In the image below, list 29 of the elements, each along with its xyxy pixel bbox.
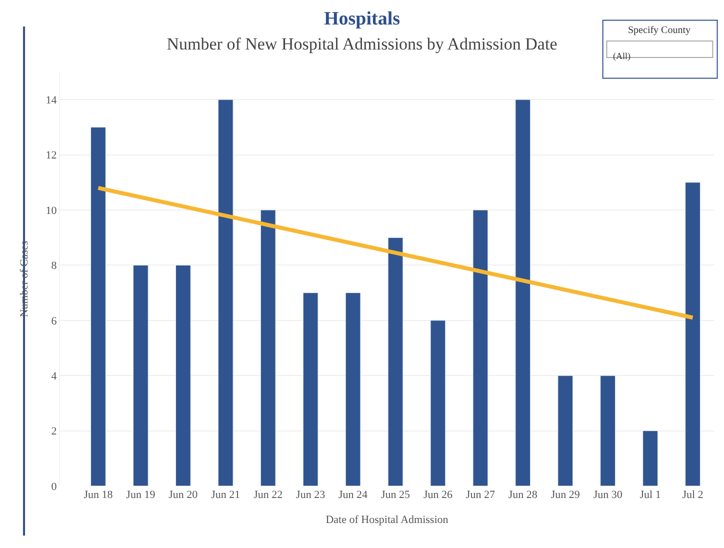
x-tick-label: Jun 29: [550, 489, 580, 501]
x-tick-label: Jul 2: [682, 489, 704, 501]
y-tick-label: 2: [51, 426, 57, 438]
x-axis-title: Date of Hospital Admission: [326, 514, 449, 526]
x-tick-label: Jun 24: [338, 489, 368, 501]
y-tick-label: 12: [46, 150, 57, 162]
x-tick-label: Jun 25: [380, 489, 411, 501]
y-tick-label: 14: [46, 94, 58, 106]
y-axis-title: Number of Cases: [18, 240, 30, 318]
x-tick-label: Jun 19: [126, 489, 156, 501]
x-tick-label: Jul 1: [640, 489, 661, 501]
x-tick-label: Jun 22: [254, 489, 283, 501]
x-tick-label: Jun 28: [508, 489, 538, 501]
x-tick-label: Jun 26: [423, 489, 453, 501]
x-tick-label: Jun 20: [168, 489, 198, 501]
y-tick-label: 4: [51, 370, 58, 382]
text: Specify County: [628, 25, 690, 36]
y-tick-label: 0: [51, 480, 58, 493]
x-tick-label: Jun 23: [296, 489, 326, 501]
x-tick-label: Jun 18: [84, 489, 114, 501]
chart-subtitle: Number of New Hospital Admissions by Admission Date: [166, 34, 558, 54]
x-tick-label: Jun 21: [211, 489, 240, 501]
text: (All): [613, 51, 630, 61]
x-tick-label: Jun 30: [593, 489, 623, 501]
y-tick-label: 10: [46, 204, 58, 217]
y-tick-label: 8: [51, 260, 58, 272]
x-tick-label: Jun 27: [466, 489, 496, 501]
chart-title: Hospitals: [324, 8, 400, 30]
y-tick-label: 6: [51, 315, 58, 328]
